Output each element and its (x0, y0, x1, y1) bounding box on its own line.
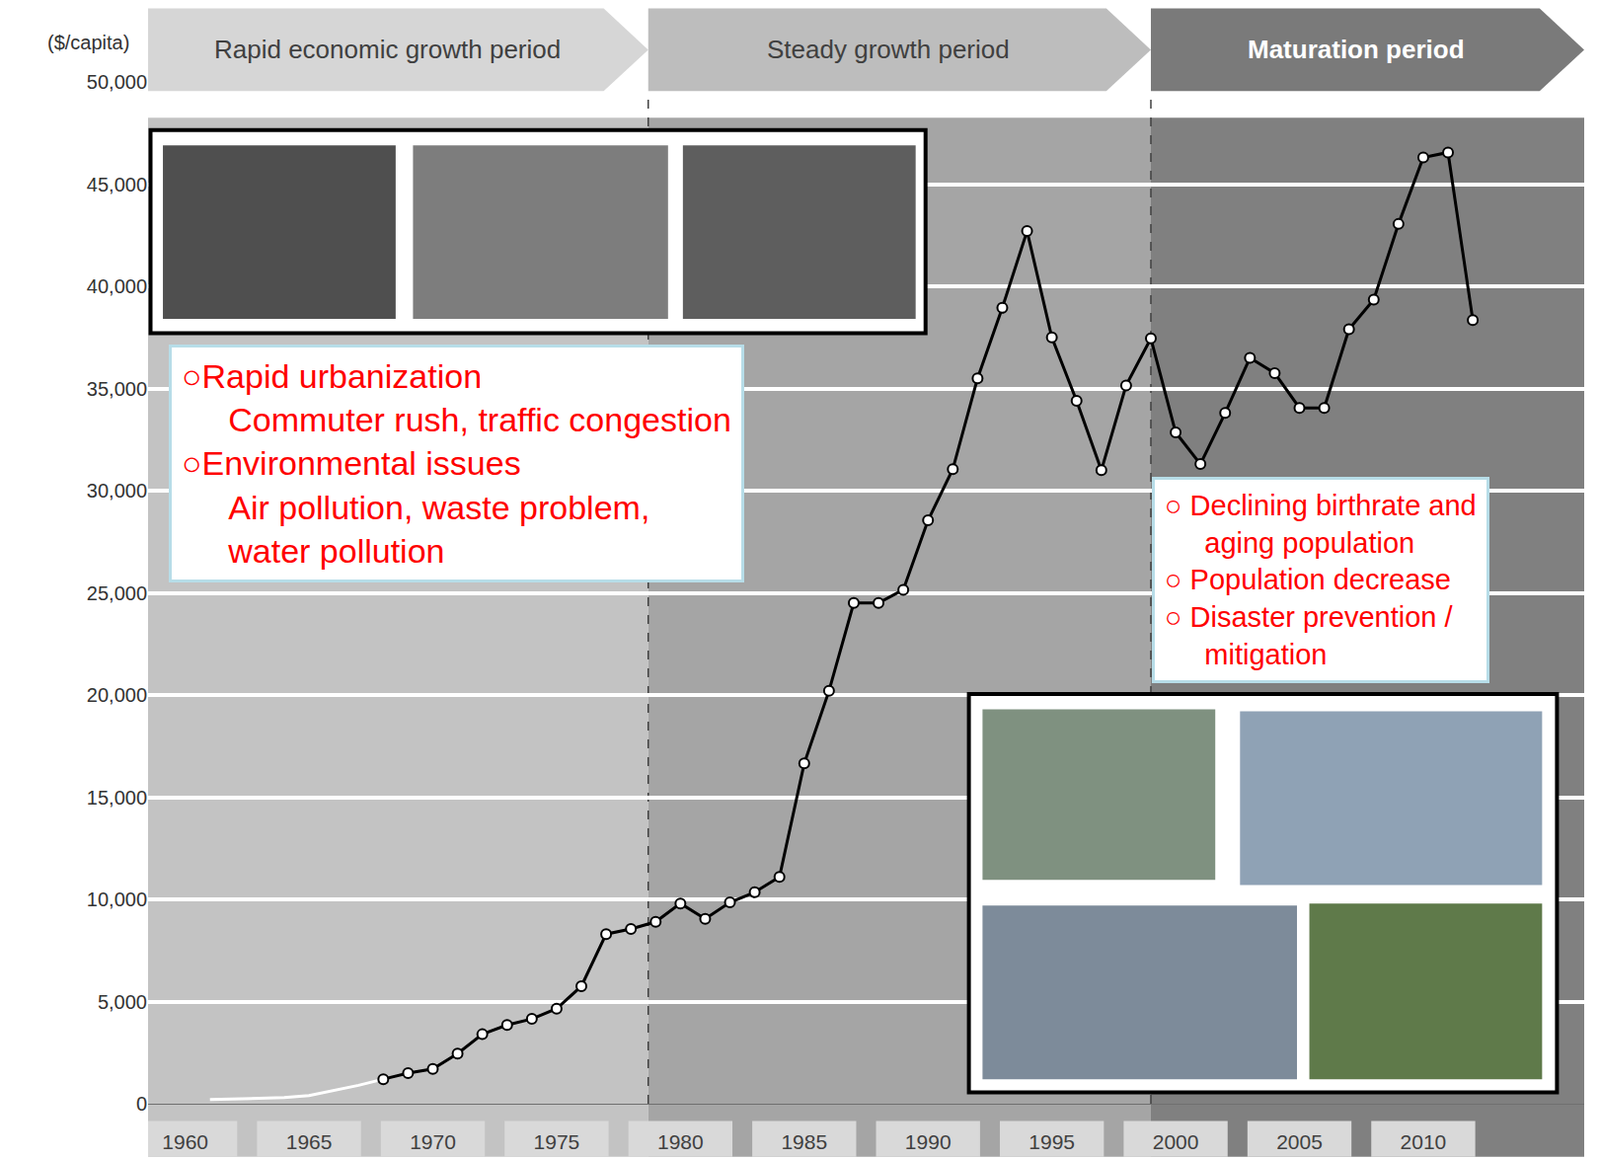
svg-text:○Rapid urbanization Commut: ○Rapid urbanization Commuter rush, traff… (181, 357, 732, 570)
svg-text:50,000: 50,000 (86, 71, 148, 93)
svg-text:1965: 1965 (286, 1130, 333, 1153)
svg-text:10,000: 10,000 (86, 888, 148, 911)
svg-text:2010: 2010 (1400, 1130, 1448, 1153)
svg-text:Maturation period: Maturation period (1247, 34, 1465, 65)
svg-text:45,000: 45,000 (86, 173, 148, 196)
svg-text:2000: 2000 (1152, 1130, 1200, 1153)
svg-text:2005: 2005 (1276, 1130, 1323, 1153)
svg-text:Rapid economic growth period: Rapid economic growth period (214, 34, 561, 65)
svg-text:35,000: 35,000 (86, 378, 148, 400)
svg-text:15,000: 15,000 (86, 786, 148, 809)
svg-text:1975: 1975 (533, 1130, 581, 1153)
svg-text:1990: 1990 (905, 1130, 952, 1153)
svg-text:0: 0 (136, 1092, 148, 1115)
svg-text:5,000: 5,000 (97, 990, 148, 1013)
svg-text:1985: 1985 (780, 1130, 828, 1153)
svg-text:1995: 1995 (1028, 1130, 1075, 1153)
svg-text:1980: 1980 (657, 1130, 704, 1153)
svg-text:($/capita): ($/capita) (47, 31, 130, 54)
svg-text:Steady growth period: Steady growth period (766, 34, 1010, 65)
svg-text:1970: 1970 (409, 1130, 457, 1153)
svg-text:30,000: 30,000 (86, 479, 148, 502)
svg-text:20,000: 20,000 (86, 684, 148, 706)
svg-text:40,000: 40,000 (86, 275, 148, 298)
svg-text:25,000: 25,000 (86, 582, 148, 605)
svg-text:1960: 1960 (161, 1130, 209, 1153)
svg-text:○ Declining birthrate and: ○ Declining birthrate and aging populati… (1164, 489, 1477, 671)
